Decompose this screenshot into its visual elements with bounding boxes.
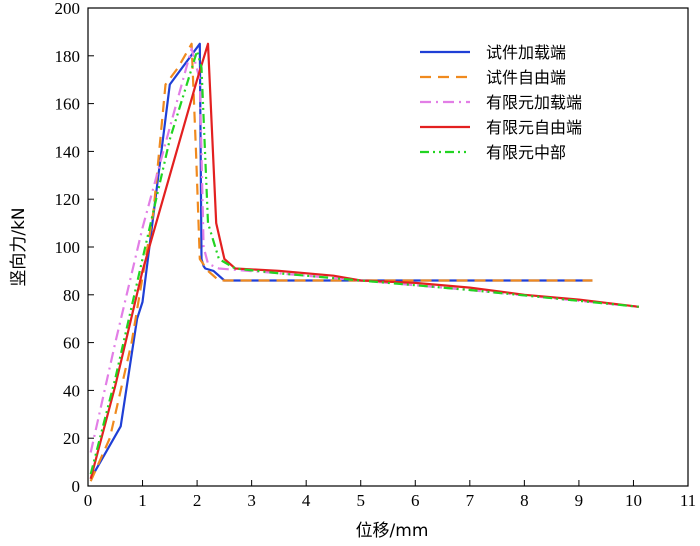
x-tick-label: 2 (193, 491, 202, 510)
plot-frame (87, 7, 689, 487)
legend-label-5: 有限元中部 (486, 143, 566, 162)
y-tick-label: 120 (55, 190, 81, 209)
ticks-layer: 0 1 2 3 4 5 6 7 8 9 10 11 0 20 40 60 80 100 120 140 160 180 20… (55, 0, 697, 510)
series-layer (89, 42, 640, 482)
y-tick-label: 160 (55, 95, 81, 114)
y-tick-label: 80 (63, 286, 80, 305)
x-tick-label: 10 (625, 491, 642, 510)
x-tick-label: 8 (520, 491, 529, 510)
x-tick-label: 7 (466, 491, 475, 510)
y-tick-label: 0 (72, 477, 81, 496)
y-tick-label: 140 (55, 142, 81, 161)
y-axis-label: 竖向力/kN (9, 207, 29, 286)
x-tick-label: 4 (302, 491, 311, 510)
x-axis-label: 位移/mm (356, 521, 429, 541)
series-line-2 (89, 42, 593, 482)
legend-label-3: 有限元加载端 (486, 93, 582, 112)
x-tick-label: 9 (575, 491, 584, 510)
legend-label-1: 试件加载端 (486, 43, 566, 62)
plot-border (87, 7, 689, 487)
y-tick-label: 40 (63, 381, 80, 400)
y-tick-label: 200 (55, 0, 81, 18)
y-tick-label: 60 (63, 334, 80, 353)
x-tick-label: 6 (411, 491, 420, 510)
x-tick-label: 5 (356, 491, 365, 510)
y-tick-label: 20 (63, 429, 80, 448)
series-line-4 (89, 42, 640, 480)
x-tick-label: 3 (247, 491, 256, 510)
x-tick-label: 11 (680, 491, 696, 510)
x-tick-label: 1 (138, 491, 147, 510)
legend-label-4: 有限元自由端 (486, 118, 582, 137)
series-line-1 (89, 42, 593, 480)
y-tick-label: 180 (55, 47, 81, 66)
legend-label-2: 试件自由端 (486, 68, 566, 87)
y-tick-label: 100 (55, 238, 81, 257)
x-tick-label: 0 (84, 491, 93, 510)
